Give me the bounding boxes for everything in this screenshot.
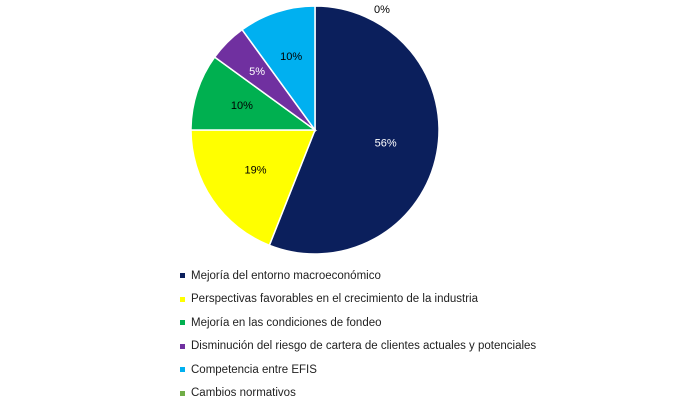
legend-item: Cambios normativos [180,382,536,406]
legend-label: Competencia entre EFIS [191,363,317,376]
slice-data-label: 56% [375,138,397,150]
legend-label: Perspectivas favorables en el crecimient… [191,293,479,306]
legend-item: Disminución del riesgo de cartera de cli… [180,335,536,359]
slice-data-label: 10% [231,100,253,112]
pie-slice [268,5,440,255]
legend-item: Mejoría del entorno macroeconómico [180,264,536,288]
legend: Mejoría del entorno macroeconómico Perspe… [180,264,536,405]
pie-slice [241,5,316,133]
legend-item: Competencia entre EFIS [180,358,536,382]
legend-item: Mejoría en las condiciones de fondeo [180,311,536,335]
legend-swatch [180,343,185,349]
legend-swatch [180,273,185,279]
slice-data-label: 5% [249,66,265,78]
pie-slice [190,129,317,247]
pie-slice [190,56,318,131]
slice-data-label: 0% [374,4,390,16]
slice-data-label: 10% [280,51,302,63]
legend-swatch [180,367,185,373]
legend-swatch [180,296,185,302]
legend-swatch [180,320,185,326]
legend-label: Mejoría del entorno macroeconómico [191,269,381,282]
legend-label: Mejoría en las condiciones de fondeo [191,316,382,329]
legend-item: Perspectivas favorables en el crecimient… [180,288,536,312]
legend-label: Cambios normativos [191,387,296,400]
legend-swatch [180,390,185,396]
legend-label: Disminución del riesgo de cartera de cli… [191,340,537,353]
slice-data-label: 19% [244,164,266,176]
